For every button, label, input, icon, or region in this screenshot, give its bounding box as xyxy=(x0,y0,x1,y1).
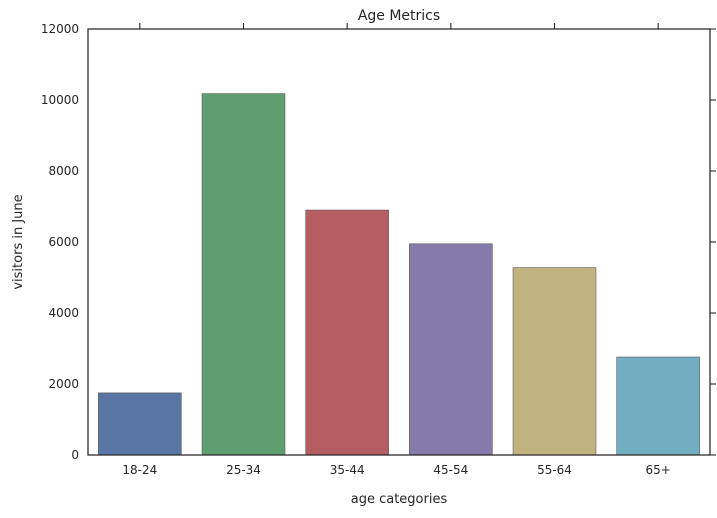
y-tick-label: 6000 xyxy=(48,235,79,249)
y-tick-label: 8000 xyxy=(48,164,79,178)
x-tick-label: 25-34 xyxy=(226,463,261,477)
x-axis-ticks: 18-24 25-34 35-44 45-54 55-64 65+ xyxy=(122,23,671,477)
x-tick-label: 45-54 xyxy=(433,463,468,477)
bar-18-24 xyxy=(98,392,182,456)
y-tick-label: 4000 xyxy=(48,306,79,320)
y-axis-ticks: 0 2000 4000 6000 8000 10000 12000 xyxy=(41,22,716,462)
y-tick-label: 12000 xyxy=(41,22,79,36)
y-tick-label: 0 xyxy=(71,448,79,462)
y-axis-label: visitors in June xyxy=(11,194,26,289)
bar-35-44 xyxy=(305,209,389,456)
x-tick-label: 18-24 xyxy=(122,463,157,477)
chart-title: Age Metrics xyxy=(358,8,440,24)
y-tick-label: 2000 xyxy=(48,377,79,391)
y-tick-label: 10000 xyxy=(41,93,79,107)
x-tick-label: 55-64 xyxy=(537,463,572,477)
bar-55-64 xyxy=(512,267,597,456)
plot-frame xyxy=(87,28,711,456)
x-axis-label: age categories xyxy=(351,492,448,507)
bar-25-34 xyxy=(201,93,286,456)
x-tick-label: 35-44 xyxy=(330,463,365,477)
bar-45-54 xyxy=(409,243,493,456)
x-tick-label: 65+ xyxy=(646,463,671,477)
bar-65+ xyxy=(616,356,700,456)
bars-group xyxy=(98,93,700,456)
